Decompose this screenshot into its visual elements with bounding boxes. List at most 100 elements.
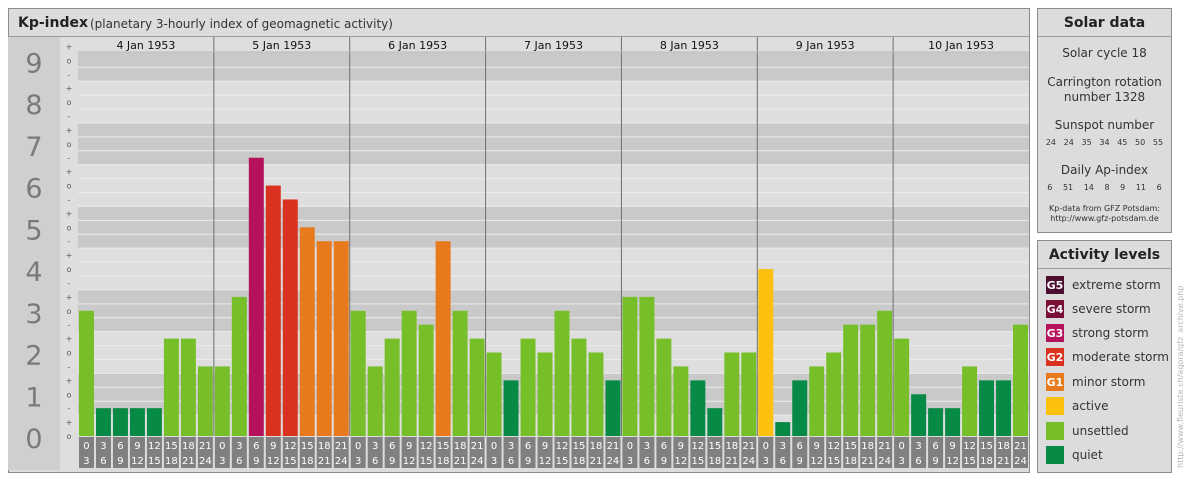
hour-end-label: 21 bbox=[861, 456, 874, 467]
sub-tick-label: o bbox=[67, 223, 72, 232]
y-tick-label: 7 bbox=[25, 132, 42, 163]
kp-bar bbox=[724, 352, 740, 436]
kp-band-7 bbox=[78, 122, 1029, 165]
hour-cell bbox=[792, 437, 808, 468]
kp-bar bbox=[622, 296, 638, 436]
kp-bar bbox=[95, 408, 111, 436]
sub-tick-label: o bbox=[67, 98, 72, 107]
hour-start-label: 3 bbox=[780, 441, 786, 452]
hour-end-label: 18 bbox=[165, 456, 178, 467]
sub-tick-label: - bbox=[68, 195, 71, 204]
hour-start-label: 0 bbox=[219, 441, 225, 452]
hour-start-label: 21 bbox=[878, 441, 891, 452]
hour-end-label: 12 bbox=[267, 456, 280, 467]
sunspot-value: 35 bbox=[1081, 138, 1092, 147]
sub-tick-label: o bbox=[67, 182, 72, 191]
kp-bar bbox=[486, 352, 502, 436]
hour-start-label: 21 bbox=[199, 441, 212, 452]
hour-end-label: 15 bbox=[148, 456, 161, 467]
source-line1: Kp-data from GFZ Potsdam: bbox=[1049, 204, 1160, 213]
hour-start-label: 9 bbox=[134, 441, 140, 452]
hour-end-label: 21 bbox=[590, 456, 603, 467]
kp-bar bbox=[180, 338, 196, 436]
hour-cell bbox=[588, 437, 604, 468]
sub-tick-column bbox=[61, 37, 77, 470]
y-tick-label: 4 bbox=[25, 257, 42, 288]
legend-label: unsettled bbox=[1072, 424, 1129, 438]
ap-value: 6 bbox=[1156, 183, 1162, 192]
kp-bar bbox=[911, 394, 927, 436]
day-label: 7 Jan 1953 bbox=[524, 39, 583, 52]
sub-tick-label: - bbox=[68, 237, 71, 246]
hour-cell bbox=[146, 437, 162, 468]
hour-end-label: 9 bbox=[797, 456, 803, 467]
activity-levels-title: Activity levels bbox=[1048, 247, 1161, 263]
kp-bar bbox=[214, 366, 230, 436]
kp-bar bbox=[418, 324, 434, 436]
hour-end-label: 9 bbox=[117, 456, 123, 467]
hour-end-label: 6 bbox=[100, 456, 106, 467]
legend-label: extreme storm bbox=[1072, 278, 1161, 292]
hour-end-label: 15 bbox=[420, 456, 433, 467]
hour-cell bbox=[214, 437, 230, 468]
y-tick-label: 8 bbox=[25, 90, 42, 121]
kp-bar bbox=[265, 185, 281, 436]
hour-cell bbox=[163, 437, 179, 468]
hour-cell bbox=[265, 437, 281, 468]
hour-cell bbox=[537, 437, 553, 468]
sub-tick-label: - bbox=[68, 362, 71, 371]
hour-cell bbox=[486, 437, 502, 468]
legend-label: severe storm bbox=[1072, 302, 1151, 316]
hour-cell bbox=[112, 437, 128, 468]
hour-start-label: 18 bbox=[725, 441, 738, 452]
kp-bar bbox=[775, 422, 791, 436]
kp-bar bbox=[809, 366, 825, 436]
hour-start-label: 12 bbox=[827, 441, 840, 452]
hour-cell bbox=[95, 437, 111, 468]
legend-swatch-quiet bbox=[1046, 446, 1064, 464]
kp-bar bbox=[639, 296, 655, 436]
hour-end-label: 18 bbox=[708, 456, 721, 467]
hour-end-label: 12 bbox=[946, 456, 959, 467]
hour-end-label: 9 bbox=[932, 456, 938, 467]
hour-end-label: 6 bbox=[372, 456, 378, 467]
kp-bar bbox=[282, 199, 298, 436]
kp-bar bbox=[826, 352, 842, 436]
hour-cell bbox=[333, 437, 349, 468]
hour-end-label: 9 bbox=[253, 456, 259, 467]
kp-bar bbox=[112, 408, 128, 436]
hour-start-label: 6 bbox=[389, 441, 395, 452]
hour-cell bbox=[996, 437, 1012, 468]
legend-severe-storm: G4 severe storm bbox=[1046, 299, 1151, 319]
legend-active: active bbox=[1046, 396, 1108, 416]
hour-start-label: 12 bbox=[284, 441, 297, 452]
sub-tick-label: + bbox=[66, 42, 73, 51]
ap-value: 6 bbox=[1047, 183, 1053, 192]
kp-bar bbox=[979, 380, 995, 436]
hour-end-label: 6 bbox=[508, 456, 514, 467]
hour-start-label: 12 bbox=[556, 441, 569, 452]
hour-start-label: 3 bbox=[644, 441, 650, 452]
activity-levels-panel: Activity levels G5 extreme storm G4 seve… bbox=[1037, 240, 1172, 473]
sub-tick-label: - bbox=[68, 70, 71, 79]
kp-bar bbox=[503, 380, 519, 436]
legend-label: minor storm bbox=[1072, 375, 1146, 389]
hour-end-label: 15 bbox=[284, 456, 297, 467]
hour-start-label: 9 bbox=[949, 441, 955, 452]
hour-cell bbox=[826, 437, 842, 468]
hour-cell bbox=[79, 437, 94, 468]
hour-cell bbox=[911, 437, 927, 468]
hour-end-label: 9 bbox=[389, 456, 395, 467]
kp-bar bbox=[758, 269, 774, 436]
kp-bar bbox=[299, 227, 315, 436]
hour-end-label: 6 bbox=[236, 456, 242, 467]
hour-start-label: 12 bbox=[963, 441, 976, 452]
hour-end-label: 6 bbox=[644, 456, 650, 467]
hour-end-label: 24 bbox=[471, 456, 484, 467]
hour-cell bbox=[554, 437, 570, 468]
hour-start-label: 6 bbox=[253, 441, 259, 452]
kp-bar bbox=[860, 324, 876, 436]
hour-cell bbox=[690, 437, 706, 468]
kp-bar bbox=[690, 380, 706, 436]
day-label: 5 Jan 1953 bbox=[252, 39, 311, 52]
